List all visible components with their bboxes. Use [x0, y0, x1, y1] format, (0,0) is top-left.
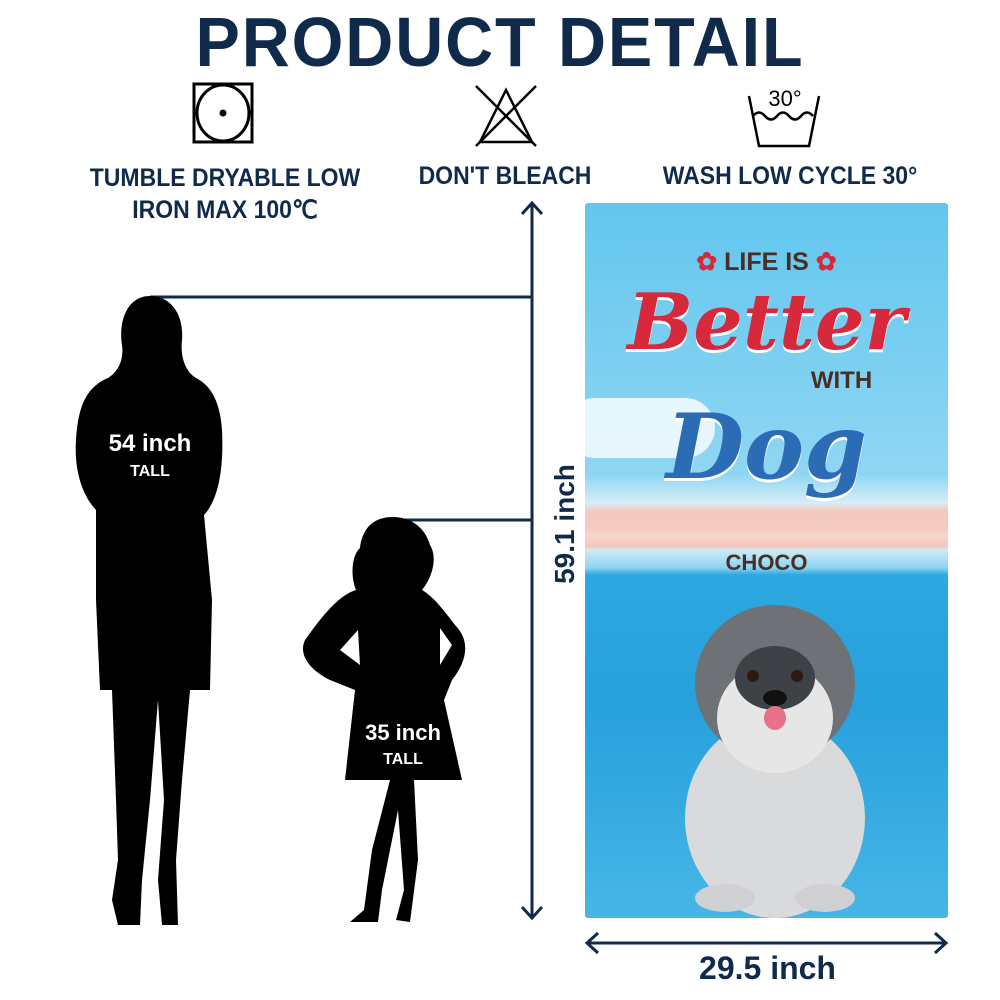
page-title: PRODUCT DETAIL [195, 3, 805, 81]
tumble-dry-icon [192, 82, 254, 144]
towel-text: WITH [810, 367, 873, 394]
pet-name: CHOCO [725, 550, 808, 575]
care-label: DON'T BLEACH [418, 162, 592, 190]
child-height: 35 inch [365, 720, 441, 745]
adult-height: 54 inch [108, 430, 192, 457]
towel-width-label: 29.5 inch [699, 950, 836, 986]
care-label: WASH LOW CYCLE 30° [662, 162, 918, 190]
towel-image: ✿ LIFE IS ✿ Better WITH Dog CHOCO [585, 203, 948, 918]
towel-text: Better [627, 277, 906, 368]
no-bleach-icon [475, 85, 537, 147]
dog-illustration [685, 605, 865, 918]
child-silhouette [302, 517, 466, 922]
towel-line1: ✿ LIFE IS ✿ [696, 248, 837, 276]
care-label: IRON MAX 100℃ [132, 196, 318, 224]
child-tall-label: TALL [383, 751, 423, 768]
care-tumble: TUMBLE DRYABLE LOW IRON MAX 100℃ [73, 162, 377, 226]
cloud [585, 398, 715, 458]
wash-30-icon: 30° [747, 86, 821, 148]
wash-temp: 30° [768, 86, 801, 111]
care-label: TUMBLE DRYABLE LOW [89, 164, 361, 192]
towel-height-label: 59.1 inch [549, 464, 580, 584]
adult-silhouette [75, 296, 223, 925]
towel-text: Dog [665, 394, 867, 500]
towel-text: LIFE IS [724, 248, 809, 276]
adult-tall-label: TALL [130, 463, 170, 480]
